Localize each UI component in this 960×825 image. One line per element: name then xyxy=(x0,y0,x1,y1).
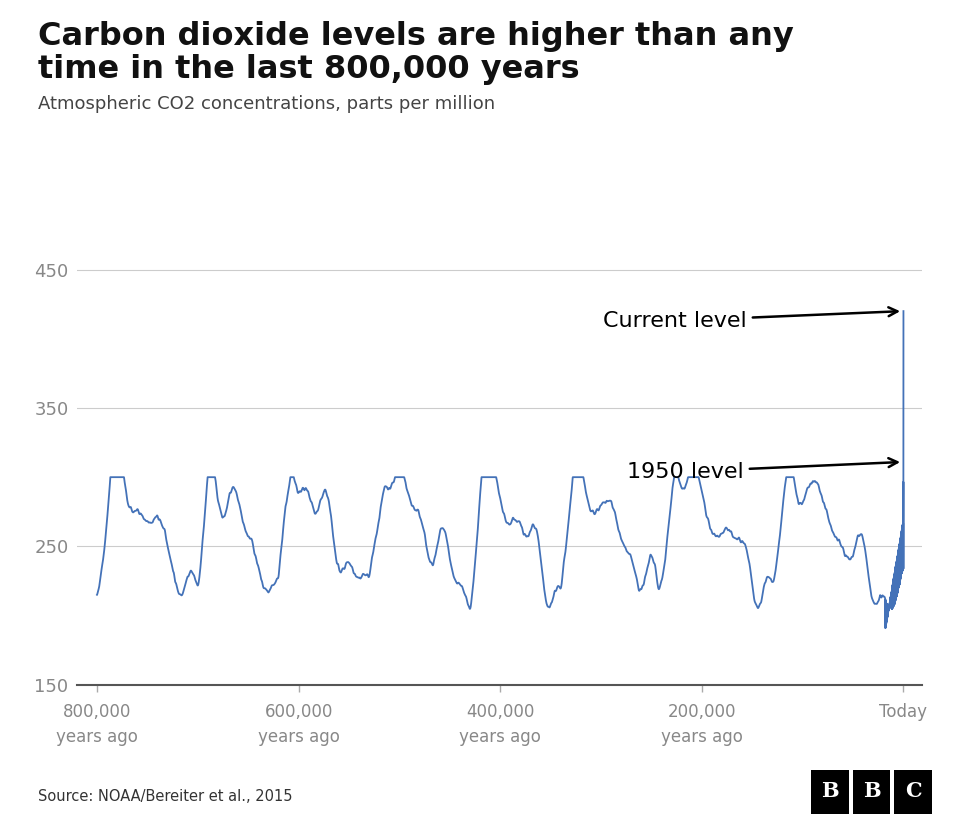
Text: Source: NOAA/Bereiter et al., 2015: Source: NOAA/Bereiter et al., 2015 xyxy=(38,790,293,804)
Text: time in the last 800,000 years: time in the last 800,000 years xyxy=(38,54,580,85)
FancyBboxPatch shape xyxy=(852,770,890,814)
Text: 1950 level: 1950 level xyxy=(628,458,898,482)
Text: B: B xyxy=(863,781,880,801)
Text: Current level: Current level xyxy=(604,307,898,331)
FancyBboxPatch shape xyxy=(895,770,932,814)
Text: B: B xyxy=(821,781,839,801)
FancyBboxPatch shape xyxy=(811,770,849,814)
Text: Atmospheric CO2 concentrations, parts per million: Atmospheric CO2 concentrations, parts pe… xyxy=(38,95,495,113)
Text: Carbon dioxide levels are higher than any: Carbon dioxide levels are higher than an… xyxy=(38,21,794,52)
Text: C: C xyxy=(904,781,922,801)
